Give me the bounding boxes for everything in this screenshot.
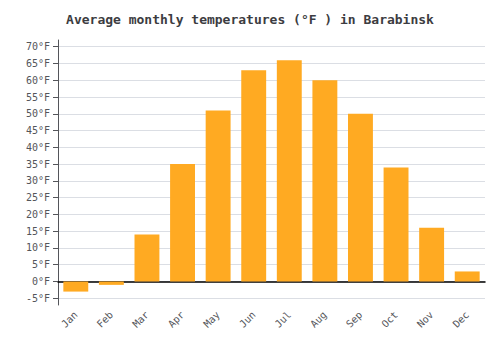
svg-text:Mar: Mar [130,309,151,330]
svg-text:Nov: Nov [415,309,436,330]
svg-text:Average monthly temperatures (: Average monthly temperatures (°F ) in Ba… [66,12,434,27]
svg-text:35°F: 35°F [26,159,50,170]
svg-text:20°F: 20°F [26,209,50,220]
svg-text:Sep: Sep [344,309,365,330]
svg-text:-5°F: -5°F [26,293,50,304]
svg-text:Feb: Feb [95,309,116,330]
svg-text:55°F: 55°F [26,92,50,103]
svg-text:Jul: Jul [273,309,294,330]
svg-text:Apr: Apr [166,309,187,330]
svg-text:45°F: 45°F [26,125,50,136]
svg-text:25°F: 25°F [26,192,50,203]
svg-text:70°F: 70°F [26,41,50,52]
svg-text:5°F: 5°F [32,259,50,270]
svg-text:Dec: Dec [451,309,472,330]
svg-text:May: May [201,309,222,330]
svg-text:30°F: 30°F [26,175,50,186]
svg-text:65°F: 65°F [26,58,50,69]
svg-text:Aug: Aug [308,309,329,330]
svg-text:0°F: 0°F [32,276,50,287]
svg-text:40°F: 40°F [26,142,50,153]
svg-text:50°F: 50°F [26,108,50,119]
svg-text:Jan: Jan [59,309,80,330]
svg-text:15°F: 15°F [26,226,50,237]
svg-text:Jun: Jun [237,309,258,330]
svg-text:60°F: 60°F [26,75,50,86]
svg-text:Oct: Oct [379,309,400,330]
svg-text:10°F: 10°F [26,242,50,253]
